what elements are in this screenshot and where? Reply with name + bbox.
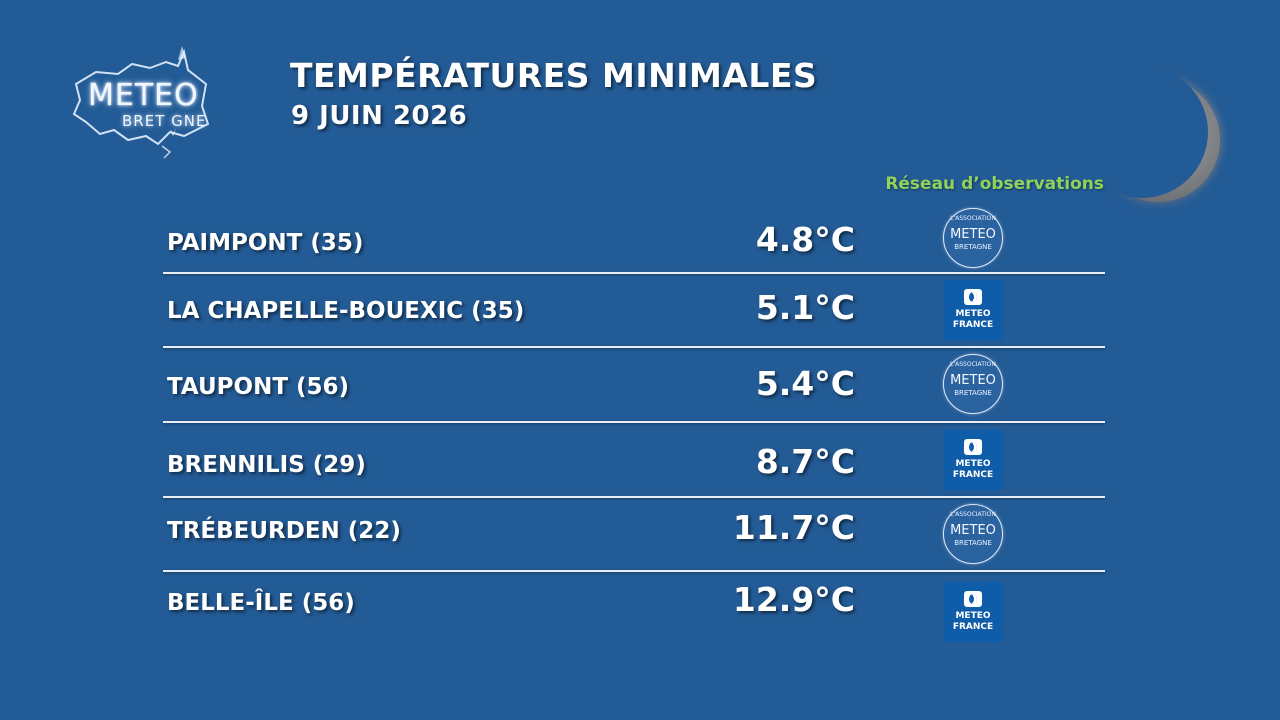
row-divider (163, 496, 1105, 498)
city-name: TRÉBEURDEN (22) (167, 518, 401, 544)
row-divider (163, 421, 1105, 423)
list-item: BRENNILIS (29) 8.7°C METEO FRANCE (163, 428, 1105, 498)
meteo-france-source-icon: METEO FRANCE (943, 430, 1005, 490)
list-item: BELLE-ÎLE (56) 12.9°C METEO FRANCE (163, 576, 1105, 646)
brittany-map-icon (72, 46, 210, 159)
temperature-value: 5.4°C (755, 364, 855, 403)
row-divider (163, 570, 1105, 572)
network-label: Réseau d’observations (885, 174, 1104, 194)
logo-text-meteo: METEO (88, 78, 199, 113)
meteo-france-source-icon: METEO FRANCE (943, 280, 1005, 340)
temperature-value: 5.1°C (755, 288, 855, 327)
logo-text-bretagne: BRET GNE (122, 112, 207, 130)
meteo-france-source-icon: METEO FRANCE (943, 582, 1005, 642)
list-item: TAUPONT (56) 5.4°C L'ASSOCIATION METEO BRE… (163, 352, 1105, 422)
meteo-bretagne-source-icon: L'ASSOCIATION METEO BRETAGNE (943, 504, 1005, 564)
row-divider (163, 346, 1105, 348)
page-date: 9 JUIN 2026 (291, 101, 468, 131)
meteo-bretagne-source-icon: L'ASSOCIATION METEO BRETAGNE (943, 208, 1005, 268)
city-name: BRENNILIS (29) (167, 452, 366, 478)
temperature-value: 8.7°C (755, 442, 855, 481)
temperature-value: 12.9°C (732, 580, 855, 619)
list-item: TRÉBEURDEN (22) 11.7°C L'ASSOCIATION METE… (163, 502, 1105, 572)
row-divider (163, 272, 1105, 274)
meteo-bretagne-source-icon: L'ASSOCIATION METEO BRETAGNE (943, 354, 1005, 414)
meteo-bretagne-logo: METEO BRET GNE (66, 44, 216, 164)
list-item: PAIMPONT (35) 4.8°C L'ASSOCIATION METEO BR… (163, 206, 1105, 276)
city-name: LA CHAPELLE-BOUEXIC (35) (167, 298, 525, 324)
city-name: BELLE-ÎLE (56) (167, 590, 355, 616)
temperature-value: 11.7°C (732, 508, 855, 547)
page-title: TEMPÉRATURES MINIMALES (290, 56, 818, 95)
city-name: PAIMPONT (35) (167, 230, 364, 256)
crescent-moon-icon (1080, 60, 1230, 220)
temperature-value: 4.8°C (755, 220, 855, 259)
list-item: LA CHAPELLE-BOUEXIC (35) 5.1°C METEO FRAN… (163, 278, 1105, 348)
city-name: TAUPONT (56) (167, 374, 350, 400)
